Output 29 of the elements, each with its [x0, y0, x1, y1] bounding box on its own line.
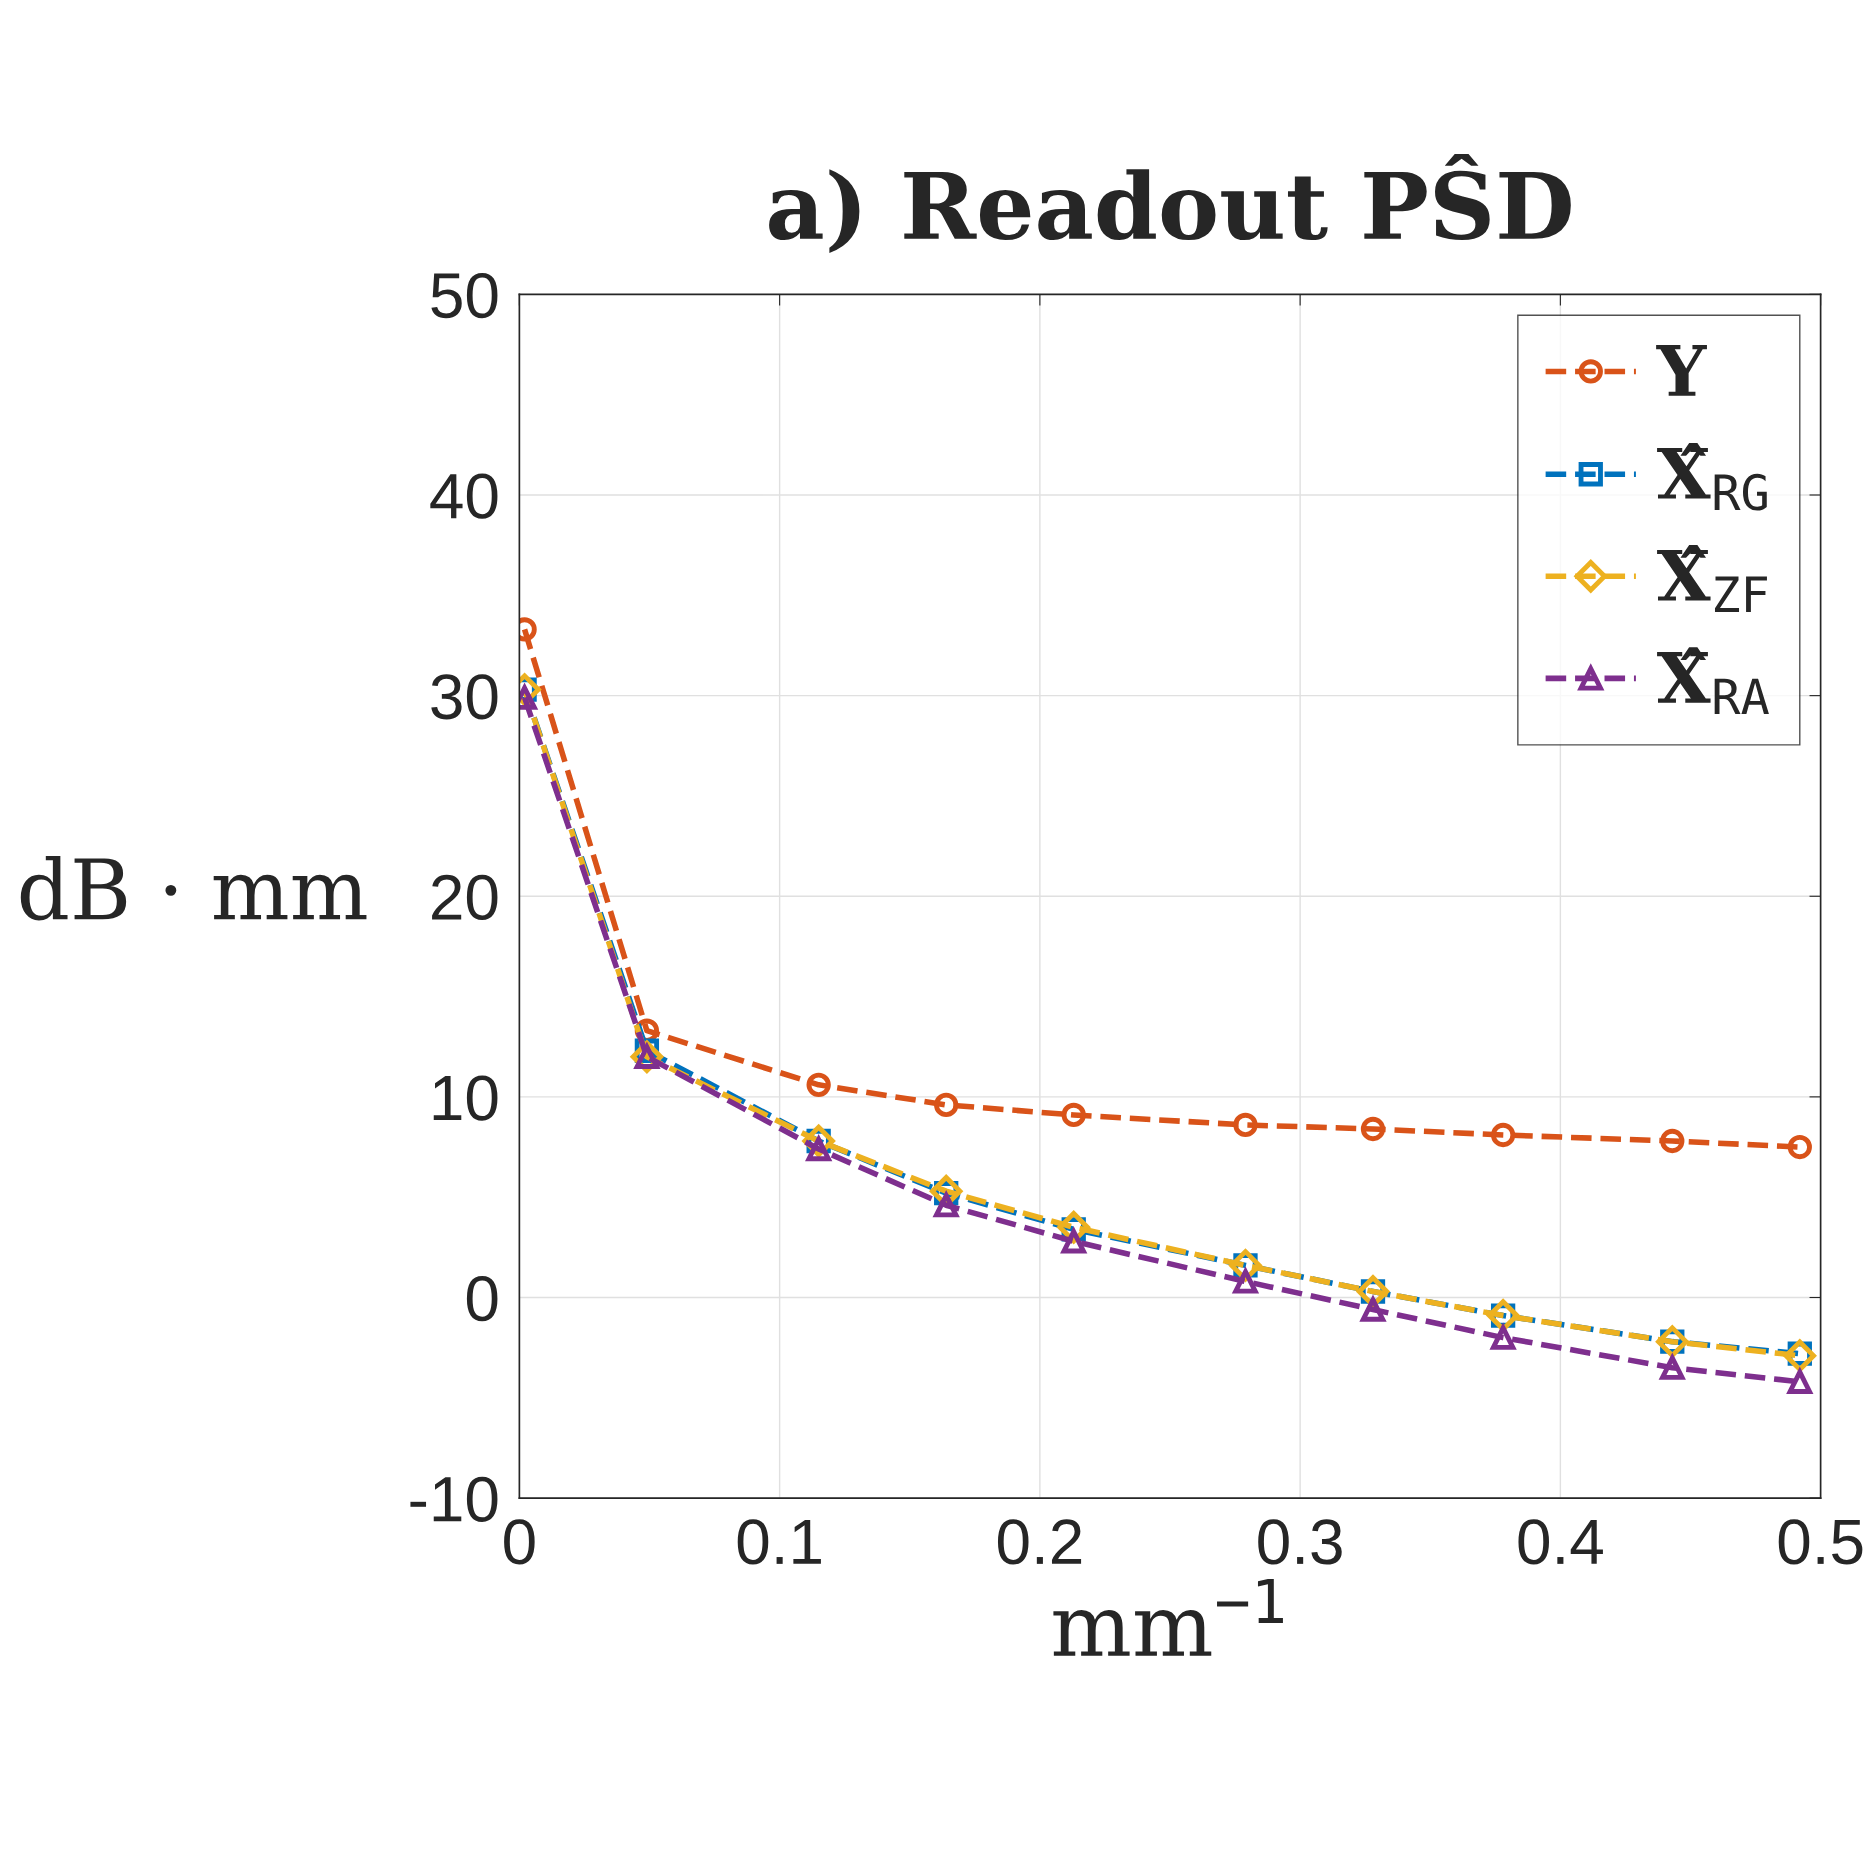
point: [1360, 1116, 1386, 1142]
point: [1783, 1339, 1816, 1372]
x-tick-label: 0: [504, 1519, 535, 1565]
legend-label: X̂$_{RG}$: [1657, 442, 1767, 511]
y-tick-label: 50: [431, 272, 498, 319]
legend-label: X̂$_{ZF}$: [1657, 545, 1767, 612]
point: [1061, 1102, 1086, 1128]
y-tick-label: -10: [410, 1476, 498, 1522]
legend-label: Y: [1656, 345, 1707, 396]
point: [806, 1072, 831, 1097]
point: [934, 1092, 959, 1118]
x-axis-title: mm$^{−1}$: [1053, 1578, 1283, 1656]
y-tick-label: 10: [433, 1075, 498, 1121]
point: [1233, 1112, 1258, 1138]
legend-label: X̂$_{RA}$: [1657, 647, 1769, 715]
y-tick-label: 30: [431, 674, 498, 720]
chart-title: a) Readout PŜD: [769, 154, 1571, 254]
x-tick-label: 0.1: [737, 1519, 821, 1565]
x-tick-label: 0.2: [997, 1519, 1082, 1565]
point: [1490, 1122, 1516, 1148]
point: [1660, 1128, 1685, 1154]
point: [1787, 1134, 1812, 1160]
y-tick-label: 20: [432, 874, 498, 921]
x-tick-label: 0.5: [1778, 1519, 1863, 1565]
x-tick-label: 0.3: [1258, 1519, 1342, 1565]
y-tick-label: 0: [466, 1276, 498, 1322]
x-tick-label: 0.4: [1518, 1519, 1603, 1565]
y-axis-title: dB · mm: [20, 855, 367, 921]
y-tick-label: 40: [430, 473, 498, 519]
